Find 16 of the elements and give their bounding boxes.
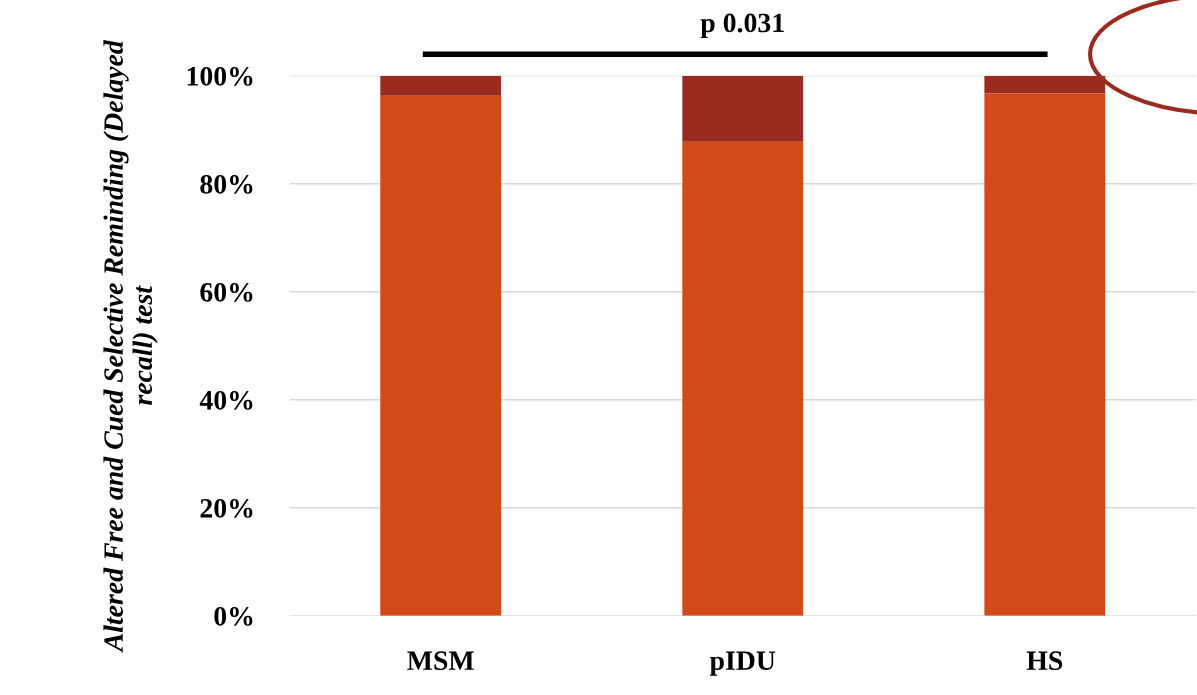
bar (682, 75, 804, 142)
y-tick-label: 40% (199, 390, 253, 410)
y-tick-label: 20% (200, 498, 253, 518)
bar (380, 75, 502, 96)
bar (682, 141, 804, 616)
bar (984, 93, 1106, 616)
y-tick-label: 80% (200, 174, 253, 194)
text: p 0.031 (700, 13, 784, 38)
bar (380, 95, 502, 616)
y-tick-label: 0% (214, 606, 253, 626)
y-tick-label: 100% (187, 66, 253, 86)
x-tick-label: HS (1026, 651, 1063, 671)
y-tick-label: 60% (200, 282, 253, 302)
x-tick-label: pIDU (709, 651, 776, 676)
y-axis-title: Altered Free and Cued Selective Reminding (Delayed recall) test (103, 39, 158, 653)
x-tick-label: MSM (407, 651, 474, 671)
